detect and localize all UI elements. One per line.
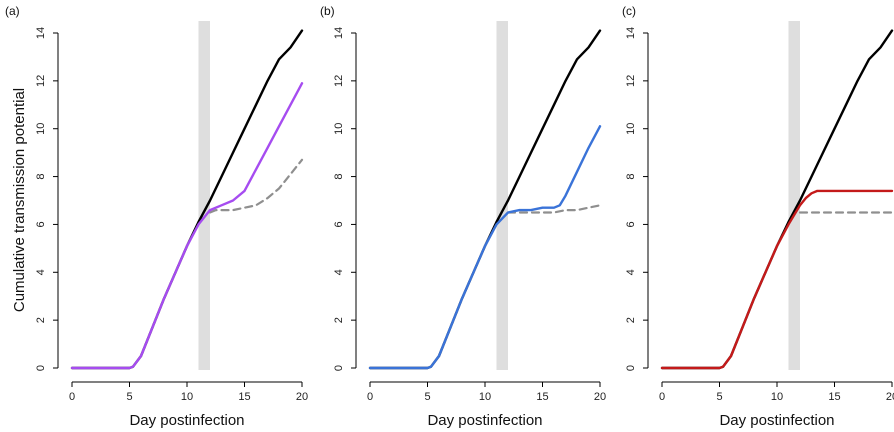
x-tick-label: 20 [296,391,308,403]
x-tick-label: 15 [828,391,840,403]
y-tick-label: 0 [333,365,345,371]
x-tick-label: 0 [367,391,373,403]
x-tick-label: 5 [126,391,132,403]
y-tick-label: 8 [333,174,345,180]
y-tick-label: 12 [625,75,637,87]
y-tick-label: 0 [625,365,637,371]
y-tick-label: 10 [625,123,637,135]
y-tick-label: 0 [35,365,47,371]
panel-label: (c) [622,4,636,18]
y-tick-label: 8 [35,174,47,180]
panel-3: (c) 0 5 10 15 20 Day postinfection 0 2 4 6 8 10 12 14 [622,4,894,429]
y-tick-label: 10 [35,123,47,135]
y-tick-label: 6 [625,221,637,227]
series-line-dashed [208,158,304,214]
panel-2: (b) 0 5 10 15 20 Day postinfection 0 2 4 6 8 10 12 14 [320,4,606,429]
x-axis-title: Day postinfection [427,412,542,429]
x-tick-label: 15 [238,391,250,403]
x-tick-label: 10 [181,391,193,403]
series-line-dashed [506,204,602,214]
y-tick-label: 8 [625,174,637,180]
y-tick-label: 4 [625,269,637,275]
y-tick-label: 12 [35,75,47,87]
intervention-window [198,21,210,370]
panel-label: (a) [5,4,20,18]
y-axis-title: Cumulative transmission potential [11,88,28,312]
intervention-window [788,21,800,370]
panel-label: (b) [320,4,335,18]
series-line-intervention [368,125,602,370]
y-tick-label: 6 [333,221,345,227]
x-axis-title: Day postinfection [129,412,244,429]
panel-1: (a) 0 5 10 15 20 Day postinfection 0 2 4 6 8 10 12 14 [5,4,308,429]
y-tick-label: 14 [35,27,47,39]
x-tick-label: 0 [659,391,665,403]
x-tick-label: 20 [594,391,606,403]
x-tick-label: 0 [69,391,75,403]
x-tick-label: 5 [424,391,430,403]
y-tick-label: 14 [625,27,637,39]
y-tick-label: 2 [333,317,345,323]
series-line-intervention [70,82,304,370]
x-tick-label: 10 [771,391,783,403]
y-tick-label: 4 [35,269,47,275]
x-tick-label: 20 [886,391,894,403]
series-line-intervention [660,189,894,370]
x-tick-label: 5 [716,391,722,403]
series-line-baseline [660,29,894,370]
intervention-window [496,21,508,370]
y-tick-label: 14 [333,27,345,39]
x-tick-label: 15 [536,391,548,403]
y-tick-label: 2 [625,317,637,323]
series-line-baseline [368,29,602,370]
x-axis-title: Day postinfection [719,412,834,429]
y-tick-label: 2 [35,317,47,323]
y-tick-label: 6 [35,221,47,227]
y-tick-label: 10 [333,123,345,135]
x-tick-label: 10 [479,391,491,403]
y-tick-label: 4 [333,269,345,275]
y-tick-label: 12 [333,75,345,87]
